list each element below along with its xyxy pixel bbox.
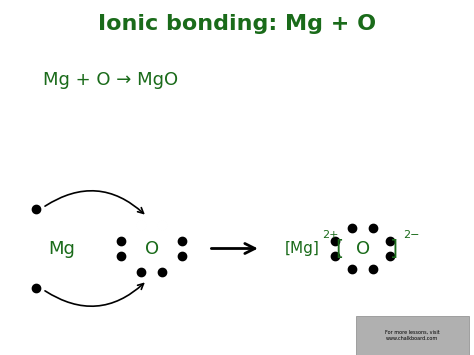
Text: O: O xyxy=(356,240,370,257)
Text: Mg: Mg xyxy=(48,240,75,257)
Text: For more lessons, visit
www.chalkboard.com: For more lessons, visit www.chalkboard.c… xyxy=(385,330,440,341)
Text: O: O xyxy=(145,240,159,257)
FancyBboxPatch shape xyxy=(356,316,469,355)
Text: [: [ xyxy=(335,239,343,258)
Text: [Mg]: [Mg] xyxy=(284,241,319,256)
Text: 2+: 2+ xyxy=(322,230,339,240)
Text: ]: ] xyxy=(390,239,398,258)
Text: Mg + O → MgO: Mg + O → MgO xyxy=(43,71,178,89)
Text: 2−: 2− xyxy=(403,230,419,240)
Text: Ionic bonding: Mg + O: Ionic bonding: Mg + O xyxy=(98,14,376,34)
